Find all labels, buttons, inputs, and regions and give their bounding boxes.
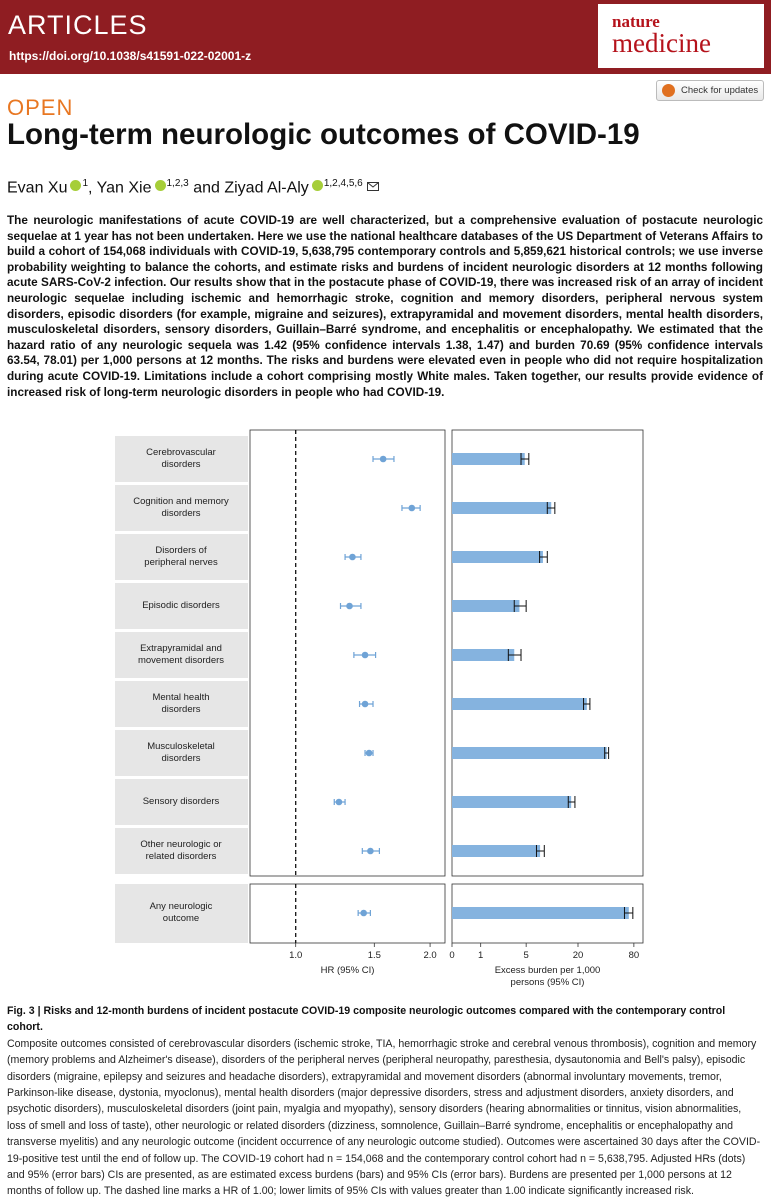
journal-logo[interactable]: nature medicine (598, 4, 764, 68)
x-axis-title: HR (95% CI) (320, 965, 375, 976)
affiliation: 1,2,3 (166, 178, 189, 189)
error-bar (539, 551, 548, 563)
category-label: Sensory disorders (142, 796, 220, 807)
point-estimate (360, 909, 367, 917)
affiliation: 1 (82, 178, 89, 189)
x-tick-label: 2.0 (423, 950, 436, 961)
category-label: Cognition and memory disorders (133, 496, 229, 519)
category-cell (115, 828, 248, 874)
category-cell (115, 730, 248, 776)
bar (452, 747, 607, 759)
x-tick-label: 1 (478, 950, 483, 961)
category-label: Other neurologic or related disorders (140, 839, 222, 862)
check-updates-button[interactable]: Check for updates (656, 80, 764, 101)
error-bar (604, 747, 610, 759)
category-label: Disorders of peripheral nerves (144, 545, 218, 568)
figure: 1.0 1.5 2.0 0 1 5 20 80 (115, 429, 644, 961)
category-label: Episodic disorders (142, 600, 220, 611)
category-label: Any neurologic outcome (149, 901, 213, 924)
x-axis-title: Excess burden per 1,000 persons (95% CI) (494, 965, 601, 988)
bar (452, 502, 552, 514)
open-access-label: OPEN (7, 95, 74, 120)
x-tick-label: 5 (524, 950, 529, 961)
check-icon (662, 84, 675, 97)
check-updates-label: Check for updates (681, 85, 759, 96)
error-bar (507, 649, 522, 661)
category-label: Extrapyramidal and movement disorders (137, 643, 225, 666)
logo-bottom: medicine (612, 28, 711, 58)
error-bar (520, 453, 530, 465)
point-estimate (367, 847, 374, 855)
orcid-icon[interactable] (70, 180, 82, 192)
figure-caption: Fig. 3 | Risks and 12-month burdens of i… (7, 1003, 763, 1200)
category-cell (115, 632, 248, 678)
category-cell (115, 534, 248, 580)
point-estimate (349, 553, 356, 561)
panel-frame (249, 883, 446, 944)
bar (452, 649, 515, 661)
point-estimate (361, 651, 369, 659)
x-tick-label: 80 (629, 950, 640, 961)
caption-text: Composite outcomes consisted of cerebrov… (7, 1037, 761, 1198)
doi[interactable]: https://doi.org/10.1038/s41591-022-02001… (9, 49, 252, 63)
panel-frame (249, 429, 446, 877)
category-cell (115, 485, 248, 531)
error-bar (513, 600, 527, 612)
point-estimate (365, 749, 373, 757)
bar (452, 907, 629, 919)
abstract: The neurologic manifestations of acute C… (7, 214, 763, 399)
x-tick-label: 20 (573, 950, 584, 961)
point-estimate (335, 798, 343, 806)
point-estimate (379, 455, 387, 463)
logo-top: nature (612, 12, 660, 31)
category-label: Mental health disorders (152, 692, 210, 715)
category-label: Cerebrovascular disorders (146, 447, 216, 470)
author-name[interactable]: and Ziyad Al-Aly (188, 179, 309, 197)
bar (452, 796, 572, 808)
bar (452, 453, 525, 465)
category-cell (115, 436, 248, 482)
error-bar (583, 698, 591, 710)
category-label: Musculoskeletal disorders (147, 741, 215, 764)
article-title: Long-term neurologic outcomes of COVID-1… (7, 118, 640, 151)
affiliation: 1,2,4,5,6 (323, 178, 363, 189)
point-estimate (408, 504, 416, 512)
x-tick-label: 1.5 (368, 950, 381, 961)
error-bar (567, 796, 576, 808)
x-tick-label: 0 (449, 950, 454, 961)
point-estimate (346, 602, 353, 610)
caption-label: Fig. 3 | Risks and 12-month burdens of i… (7, 1005, 726, 1034)
error-bar (546, 502, 556, 514)
orcid-icon[interactable] (311, 180, 323, 192)
authors: Evan Xu 1, Yan Xie 1,2,3 and Ziyad Al-Aly 1… (7, 178, 380, 197)
section-label: ARTICLES (8, 10, 148, 40)
bar (452, 698, 587, 710)
author-name[interactable]: Evan Xu (7, 179, 68, 197)
error-bar (535, 845, 545, 857)
category-cell (115, 583, 248, 629)
bar (452, 600, 520, 612)
author-name[interactable]: , Yan Xie (88, 179, 152, 197)
orcid-icon[interactable] (154, 180, 166, 192)
category-cell (115, 779, 248, 825)
error-bar (623, 907, 634, 919)
category-cell (115, 884, 248, 943)
email-icon[interactable] (367, 182, 380, 192)
category-cell (115, 681, 248, 727)
x-tick-label: 1.0 (289, 950, 302, 961)
bar (452, 551, 543, 563)
point-estimate (361, 700, 369, 708)
bar (452, 845, 541, 857)
